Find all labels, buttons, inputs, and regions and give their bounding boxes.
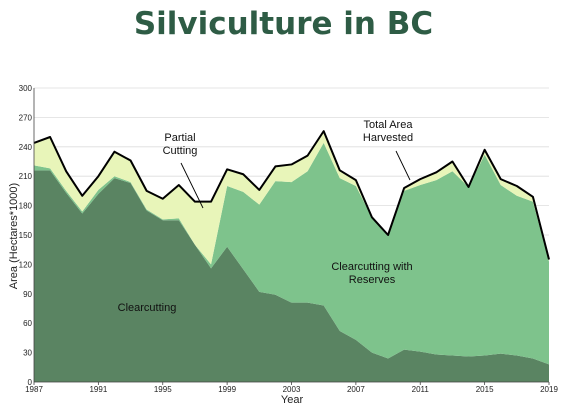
x-tick-1995: 1995 <box>154 385 172 394</box>
annotation-total-area-line-1: Total Area <box>364 119 414 131</box>
y-tick-90: 90 <box>23 290 32 299</box>
x-tick-2015: 2015 <box>476 385 494 394</box>
y-tick-120: 120 <box>19 260 33 269</box>
x-tick-2003: 2003 <box>283 385 301 394</box>
area-clearcutting-with-reserves <box>34 142 549 365</box>
annotation-total-area-line-2: Harvested <box>363 132 413 144</box>
y-tick-300: 300 <box>19 84 33 93</box>
x-tick-2007: 2007 <box>347 385 365 394</box>
x-tick-1999: 1999 <box>218 385 236 394</box>
annotation-reserves-line-2: Reserves <box>349 274 396 286</box>
total-area-line <box>33 130 550 260</box>
area-clearcutting <box>34 170 549 382</box>
chart-title: Silviculture in BC <box>133 6 434 42</box>
y-tick-150: 150 <box>19 231 33 240</box>
annotation-total-pointer <box>395 150 411 181</box>
x-tick-2011: 2011 <box>412 385 430 394</box>
y-tick-0: 0 <box>28 378 33 387</box>
y-tick-30: 30 <box>23 349 32 358</box>
x-tick-1991: 1991 <box>89 385 107 394</box>
y-tick-60: 60 <box>23 319 32 328</box>
x-tick-2019: 2019 <box>540 385 558 394</box>
y-axis-label: Area (Hectares*1000) <box>8 183 20 289</box>
y-tick-180: 180 <box>19 202 33 211</box>
y-tick-210: 210 <box>19 172 33 181</box>
tick-labels: 0 30 60 90 120 150 180 210 240 270 300 1987 1991 1995… <box>19 84 559 394</box>
annotation-partial-cutting-line-2: Cutting <box>163 145 198 157</box>
annotation-partial-cutting-line-1: Partial <box>164 132 195 144</box>
annotation-partial-pointer <box>180 162 204 209</box>
total-line-group <box>33 130 550 260</box>
y-tick-270: 270 <box>19 113 33 122</box>
annotation-clearcutting-line-1: Clearcutting <box>118 302 177 314</box>
x-tick-1987: 1987 <box>25 385 43 394</box>
stacked-areas <box>34 131 549 382</box>
annotation-reserves-line-1: Clearcutting with <box>331 261 412 273</box>
y-tick-240: 240 <box>19 143 33 152</box>
x-axis-label: Year <box>281 394 304 406</box>
